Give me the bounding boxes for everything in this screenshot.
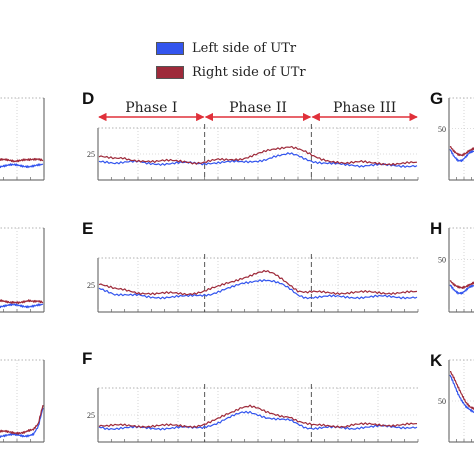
phase-label-2: Phase II [229,100,287,116]
series-line-right-utr [449,146,474,157]
panel-left-3 [0,359,45,443]
y-tick-label: 25 [87,281,95,290]
series-line-right-utr [98,404,418,429]
panel-letter-g: G [430,89,443,108]
legend-swatch-left [156,41,184,55]
panel-k: 50 [438,359,474,443]
y-tick-label: 25 [87,411,95,420]
series-line-left-utr [449,374,474,413]
series-line-right-utr [450,371,474,410]
panel-d: 25 [87,124,419,181]
legend-swatch-right [156,65,184,79]
y-tick-label: 50 [438,397,446,406]
panel-letter-k: K [430,351,443,370]
series-line-left-utr [0,407,44,438]
legend-label-right: Right side of UTr [192,64,306,80]
panel-letter-f: F [82,349,92,368]
panel-f: 25 [87,384,419,443]
series-line-left-utr [0,303,44,309]
phase-label-3: Phase III [333,100,396,116]
series-line-right-utr [449,280,474,289]
y-tick-label: 50 [438,125,446,134]
y-tick-label: 50 [438,256,446,265]
series-line-left-utr [449,284,474,295]
panel-left-2 [0,227,45,313]
series-line-left-utr [98,410,418,431]
panel-letter-h: H [430,219,442,238]
legend: Left side of UTr Right side of UTr [156,36,306,84]
series-line-left-utr [0,163,44,169]
series-line-left-utr [449,149,474,163]
legend-label-left: Left side of UTr [192,40,297,56]
panel-h: 50 [438,227,474,313]
legend-item-left: Left side of UTr [156,36,306,60]
series-line-right-utr [0,157,44,163]
y-tick-label: 25 [87,150,95,159]
panel-e: 25 [87,254,419,313]
panel-letter-d: D [82,89,94,108]
series-line-left-utr [98,279,418,300]
series-line-right-utr [0,404,44,435]
legend-item-right: Right side of UTr [156,60,306,84]
series-line-right-utr [98,145,418,166]
phase-label-1: Phase I [125,100,177,116]
panel-g: 50 [438,97,474,181]
series-line-left-utr [98,152,418,168]
series-line-right-utr [0,299,44,305]
series-line-right-utr [98,269,418,296]
panel-left-1 [0,97,45,181]
panel-letter-e: E [82,219,93,238]
